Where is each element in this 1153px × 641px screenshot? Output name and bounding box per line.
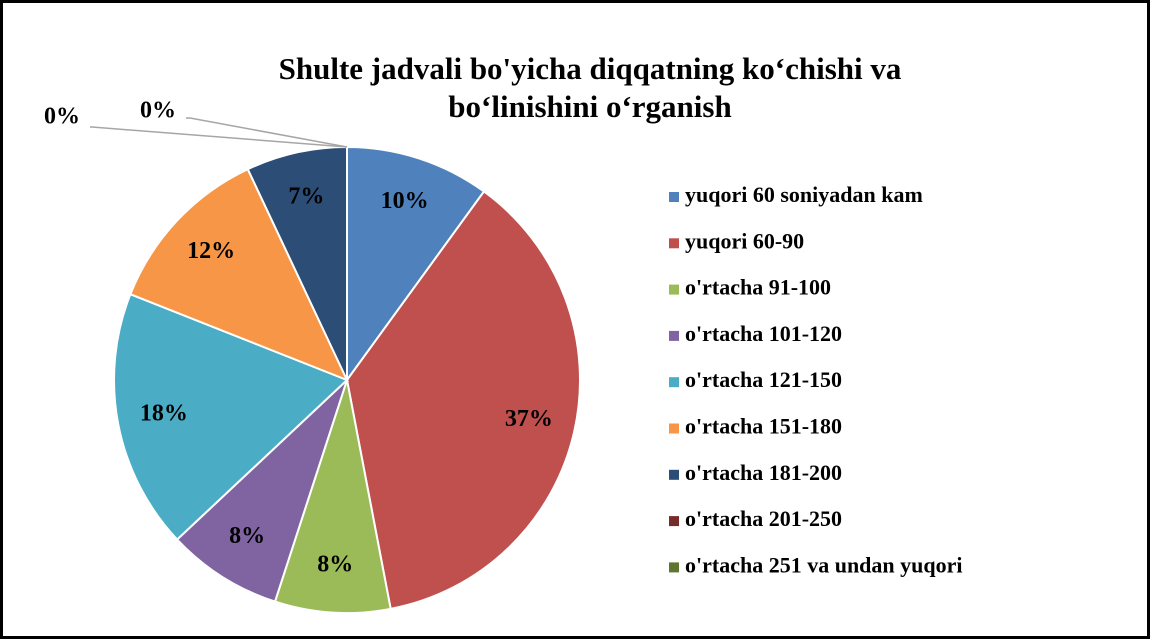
data-label: 18% xyxy=(140,400,188,426)
legend-label: o'rtacha 101-120 xyxy=(685,321,842,346)
chart-title: bo‘linishini o‘rganish xyxy=(448,89,731,124)
legend-swatch xyxy=(669,516,679,527)
legend-label: yuqori 60 soniyadan kam xyxy=(685,182,923,207)
pie-slice xyxy=(129,167,349,382)
pie-slice xyxy=(113,292,349,541)
legend-swatch xyxy=(669,469,679,480)
legend-swatch xyxy=(669,192,679,202)
legend-swatch xyxy=(669,284,679,295)
pie-slice xyxy=(273,379,392,614)
data-label: 0% xyxy=(44,104,80,130)
leader-line xyxy=(186,117,348,148)
legend-swatch xyxy=(669,562,679,573)
data-label: 0% xyxy=(140,98,176,124)
legend-label: yuqori 60-90 xyxy=(685,228,804,253)
data-label: 8% xyxy=(229,523,265,549)
leader-line xyxy=(90,126,348,148)
legend-swatch xyxy=(669,423,679,434)
pie-slice xyxy=(175,379,348,603)
chart-title: Shulte jadvali bo'yicha diqqatning ko‘ch… xyxy=(279,51,902,86)
data-label: 37% xyxy=(505,406,553,432)
legend-swatch xyxy=(669,377,679,388)
legend-label: o'rtacha 121-150 xyxy=(685,367,842,392)
legend-label: o'rtacha 201-250 xyxy=(685,506,842,531)
legend-label: o'rtacha 181-200 xyxy=(685,460,842,485)
pie-slice xyxy=(345,190,581,611)
data-label: 12% xyxy=(187,238,235,264)
data-label: 8% xyxy=(317,552,353,578)
legend-label: o'rtacha 91-100 xyxy=(685,275,831,300)
pie-slice xyxy=(346,145,486,384)
legend-label: o'rtacha 151-180 xyxy=(685,414,842,439)
data-label: 7% xyxy=(288,184,324,210)
legend-swatch xyxy=(669,238,679,249)
legend-label: o'rtacha 251 va undan yuqori xyxy=(685,552,963,577)
data-label: 10% xyxy=(381,188,429,214)
legend-swatch xyxy=(669,330,679,341)
